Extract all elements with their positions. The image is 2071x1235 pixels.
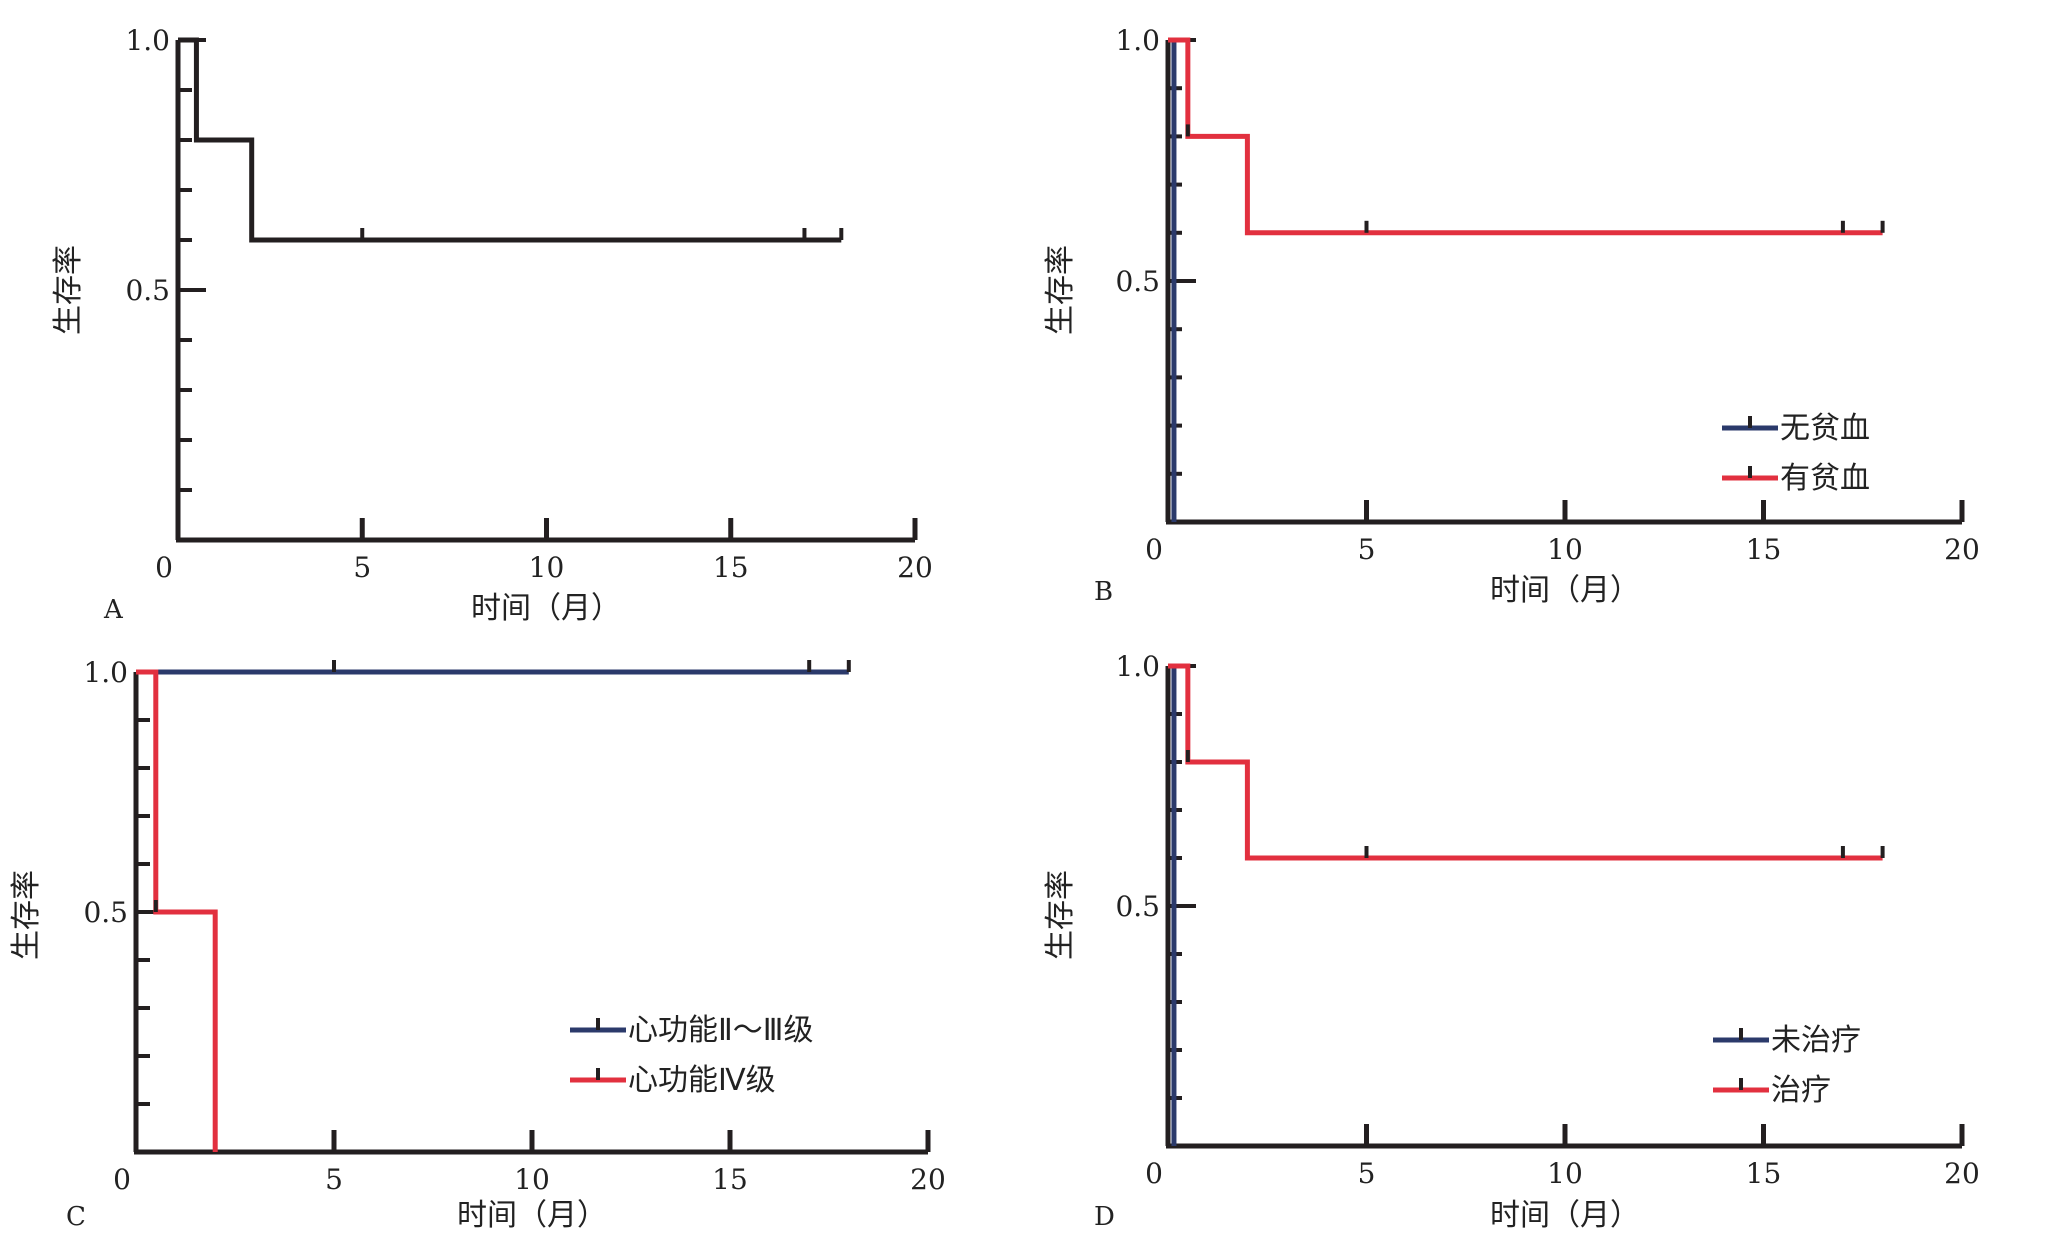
y-axis-label: 生存率 xyxy=(1043,870,1078,960)
y-axis-label: 生存率 xyxy=(9,870,44,960)
survival-curve-1 xyxy=(178,37,842,243)
legend-label: 无贫血 xyxy=(1780,411,1870,446)
survival-curve-2 xyxy=(1168,37,1883,236)
legend-label: 心功能Ⅳ级 xyxy=(628,1063,776,1098)
x-tick-label: 20 xyxy=(910,1163,946,1196)
x-tick-label: 20 xyxy=(897,551,933,584)
survival-curve-2 xyxy=(1168,663,1883,861)
x-tick-label: 10 xyxy=(514,1163,550,1196)
x-tick-label: 5 xyxy=(1358,1157,1376,1190)
x-tick-label: 15 xyxy=(712,1163,748,1196)
y-tick-label: 1.0 xyxy=(1115,24,1160,57)
legend-label: 未治疗 xyxy=(1771,1023,1861,1058)
x-tick-label: 0 xyxy=(155,551,173,584)
x-tick-label: 15 xyxy=(713,551,749,584)
panel-letter: D xyxy=(1094,1202,1115,1232)
y-tick-label: 0.5 xyxy=(1115,890,1160,923)
y-tick-label: 1.0 xyxy=(1115,650,1160,683)
y-axis-label: 生存率 xyxy=(51,245,86,335)
panel-letter: A xyxy=(103,595,124,625)
x-axis-label: 时间（月） xyxy=(457,1198,607,1233)
x-tick-label: 5 xyxy=(353,551,371,584)
y-tick-label: 1.0 xyxy=(125,24,170,57)
x-axis-label: 时间（月） xyxy=(471,591,621,626)
legend-label: 有贫血 xyxy=(1780,461,1870,496)
x-tick-label: 5 xyxy=(325,1163,343,1196)
x-tick-label: 0 xyxy=(1145,533,1163,566)
x-tick-label: 5 xyxy=(1358,533,1376,566)
x-tick-label: 20 xyxy=(1944,533,1980,566)
x-axis-label: 时间（月） xyxy=(1490,573,1640,608)
y-axis-label: 生存率 xyxy=(1043,245,1078,335)
x-tick-label: 20 xyxy=(1944,1157,1980,1190)
y-tick-label: 0.5 xyxy=(125,274,170,307)
panel-letter: C xyxy=(66,1202,86,1232)
y-tick-label: 0.5 xyxy=(83,896,128,929)
chart-panel-a: 0.5 1.0 0 5 10 15 20 时间（月） 生存率 A xyxy=(51,24,933,626)
x-tick-label: 15 xyxy=(1746,533,1782,566)
y-tick-label: 0.5 xyxy=(1115,265,1160,298)
x-tick-label: 10 xyxy=(1547,1157,1583,1190)
legend-label: 心功能Ⅱ～Ⅲ级 xyxy=(628,1013,813,1048)
x-tick-label: 10 xyxy=(1547,533,1583,566)
y-tick-label: 1.0 xyxy=(83,656,128,689)
x-tick-label: 10 xyxy=(529,551,565,584)
legend-label: 治疗 xyxy=(1771,1073,1831,1108)
x-tick-label: 15 xyxy=(1746,1157,1782,1190)
x-tick-label: 0 xyxy=(1145,1157,1163,1190)
x-axis-label: 时间（月） xyxy=(1490,1198,1640,1233)
panel-letter: B xyxy=(1094,577,1113,607)
x-tick-label: 0 xyxy=(113,1163,131,1196)
